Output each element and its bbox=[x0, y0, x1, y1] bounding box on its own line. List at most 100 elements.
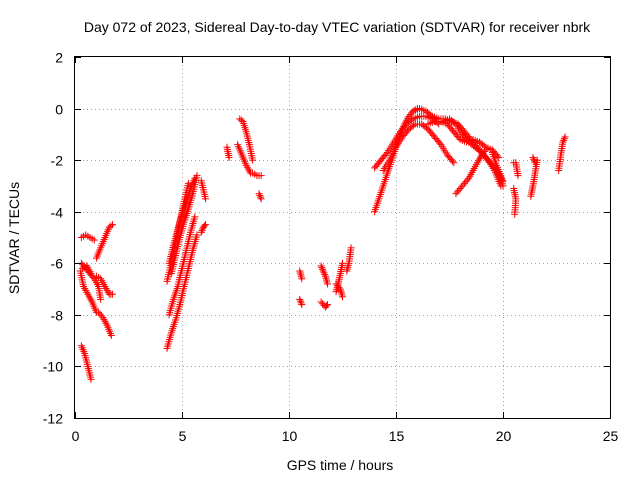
data-point bbox=[95, 308, 103, 316]
x-tick-label: 20 bbox=[496, 428, 512, 444]
data-point bbox=[463, 176, 471, 184]
data-point bbox=[511, 210, 519, 218]
data-point bbox=[191, 174, 199, 182]
y-tick-label: -6 bbox=[51, 256, 64, 272]
data-point bbox=[323, 278, 331, 286]
data-point bbox=[422, 124, 430, 132]
data-point bbox=[450, 119, 458, 127]
data-point bbox=[318, 264, 326, 272]
data-point bbox=[404, 127, 412, 135]
data-points bbox=[76, 105, 569, 383]
data-point bbox=[257, 195, 265, 203]
data-point bbox=[514, 172, 522, 180]
y-tick-label: -2 bbox=[51, 153, 64, 169]
data-point bbox=[298, 301, 306, 309]
data-point bbox=[410, 121, 418, 129]
x-tick-label: 25 bbox=[603, 428, 619, 444]
data-point bbox=[108, 290, 116, 298]
data-point bbox=[339, 293, 346, 301]
data-point bbox=[332, 280, 340, 288]
data-point bbox=[453, 188, 461, 196]
data-point bbox=[344, 263, 352, 271]
data-point bbox=[319, 267, 327, 275]
data-point bbox=[255, 190, 263, 198]
data-point bbox=[198, 227, 206, 235]
data-point bbox=[405, 112, 413, 120]
x-axis-ticks: 0 5 10 15 20 25 bbox=[72, 57, 619, 444]
data-point bbox=[184, 179, 192, 187]
data-point bbox=[87, 375, 95, 383]
data-point bbox=[560, 135, 568, 143]
data-point bbox=[298, 275, 306, 283]
data-point bbox=[197, 228, 205, 236]
plot-frame bbox=[74, 56, 611, 419]
x-tick-label: 10 bbox=[282, 428, 298, 444]
y-axis-ticks: -12 -10 -8 -6 -4 -2 0 2 bbox=[43, 50, 610, 427]
data-point bbox=[249, 156, 257, 164]
data-point bbox=[499, 182, 507, 190]
x-tick-label: 15 bbox=[389, 428, 405, 444]
data-point bbox=[382, 150, 390, 158]
data-point bbox=[202, 195, 210, 203]
data-point bbox=[408, 116, 416, 124]
x-axis-label: GPS time / hours bbox=[287, 457, 394, 473]
data-point bbox=[344, 261, 352, 269]
data-point bbox=[455, 186, 463, 194]
data-point bbox=[296, 297, 304, 305]
data-point bbox=[193, 231, 201, 239]
data-point bbox=[450, 159, 458, 167]
data-point bbox=[320, 269, 328, 277]
data-point bbox=[317, 298, 325, 306]
data-point bbox=[530, 155, 538, 163]
data-point bbox=[322, 276, 330, 284]
data-point bbox=[343, 265, 351, 273]
y-tick-label: -8 bbox=[51, 308, 64, 324]
data-point bbox=[257, 172, 265, 180]
data-point bbox=[200, 222, 208, 230]
data-point bbox=[297, 271, 305, 279]
data-point bbox=[559, 138, 567, 146]
data-point bbox=[202, 221, 210, 229]
data-point bbox=[456, 185, 464, 193]
data-point bbox=[225, 154, 233, 162]
data-point bbox=[317, 262, 325, 270]
data-point bbox=[321, 270, 329, 278]
data-point bbox=[319, 300, 327, 308]
data-point bbox=[458, 183, 466, 191]
data-point bbox=[462, 178, 470, 186]
data-point bbox=[479, 149, 487, 157]
data-point bbox=[97, 312, 105, 320]
data-point bbox=[297, 273, 305, 281]
data-point bbox=[338, 291, 346, 299]
data-point bbox=[406, 111, 414, 119]
data-point bbox=[427, 111, 435, 119]
data-point bbox=[319, 265, 327, 273]
data-point bbox=[87, 270, 95, 278]
y-tick-label: -10 bbox=[43, 359, 63, 375]
data-point bbox=[256, 193, 264, 201]
data-point bbox=[482, 146, 490, 154]
data-point bbox=[191, 213, 199, 221]
y-tick-label: 0 bbox=[55, 102, 63, 118]
data-point bbox=[199, 225, 207, 233]
data-point bbox=[408, 109, 416, 117]
data-point bbox=[483, 155, 491, 163]
data-point bbox=[296, 269, 304, 277]
data-point bbox=[322, 302, 330, 310]
data-point bbox=[296, 295, 304, 303]
data-point bbox=[436, 139, 444, 147]
data-point bbox=[334, 282, 342, 290]
y-tick-label: -12 bbox=[43, 411, 63, 427]
data-point bbox=[463, 137, 471, 145]
data-point bbox=[108, 221, 116, 229]
data-point bbox=[452, 190, 460, 198]
y-axis-label: SDTVAR / TECUs bbox=[6, 182, 22, 294]
data-point bbox=[480, 148, 488, 156]
data-point bbox=[561, 133, 569, 141]
data-point bbox=[339, 259, 346, 267]
data-point bbox=[459, 181, 467, 189]
data-point bbox=[560, 136, 568, 144]
data-point bbox=[531, 159, 539, 167]
data-point bbox=[96, 310, 104, 318]
